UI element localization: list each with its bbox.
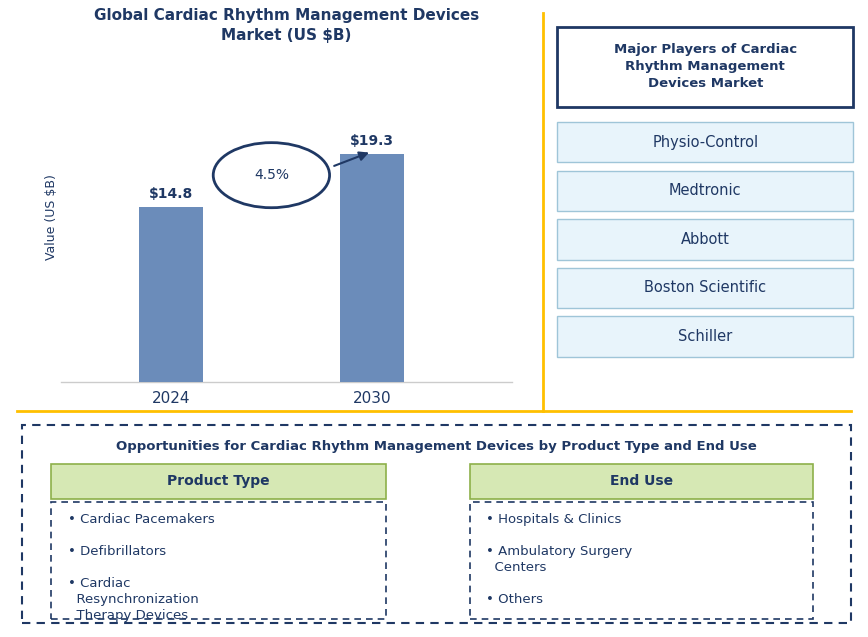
- Text: Major Players of Cardiac
Rhythm Management
Devices Market: Major Players of Cardiac Rhythm Manageme…: [614, 43, 797, 90]
- Text: Physio-Control: Physio-Control: [652, 135, 759, 150]
- Title: Global Cardiac Rhythm Management Devices
Market (US $B): Global Cardiac Rhythm Management Devices…: [94, 8, 479, 43]
- Text: Opportunities for Cardiac Rhythm Management Devices by Product Type and End Use: Opportunities for Cardiac Rhythm Managem…: [115, 440, 757, 453]
- Text: 4.5%: 4.5%: [254, 168, 289, 182]
- FancyBboxPatch shape: [51, 502, 386, 619]
- FancyBboxPatch shape: [557, 317, 853, 357]
- FancyBboxPatch shape: [470, 502, 813, 619]
- Text: Medtronic: Medtronic: [669, 183, 741, 198]
- Text: Source: Lucintel: Source: Lucintel: [326, 426, 446, 438]
- FancyBboxPatch shape: [557, 171, 853, 211]
- Text: $14.8: $14.8: [149, 187, 194, 201]
- Bar: [339, 154, 404, 382]
- FancyBboxPatch shape: [51, 464, 386, 499]
- Text: Abbott: Abbott: [681, 232, 730, 247]
- Y-axis label: Value (US $B): Value (US $B): [45, 174, 58, 259]
- FancyBboxPatch shape: [470, 464, 813, 499]
- FancyBboxPatch shape: [22, 424, 851, 623]
- Text: $19.3: $19.3: [350, 134, 394, 148]
- Text: • Cardiac Pacemakers

• Defibrillators

• Cardiac
  Resynchronization
  Therapy : • Cardiac Pacemakers • Defibrillators • …: [68, 513, 214, 622]
- FancyBboxPatch shape: [557, 219, 853, 259]
- FancyBboxPatch shape: [557, 27, 853, 107]
- Text: Schiller: Schiller: [678, 329, 733, 344]
- Text: Product Type: Product Type: [167, 475, 270, 489]
- Text: Boston Scientific: Boston Scientific: [644, 280, 766, 296]
- Text: • Hospitals & Clinics

• Ambulatory Surgery
  Centers

• Others: • Hospitals & Clinics • Ambulatory Surge…: [486, 513, 633, 606]
- FancyBboxPatch shape: [557, 268, 853, 308]
- Bar: [139, 207, 203, 382]
- Text: End Use: End Use: [610, 475, 673, 489]
- FancyBboxPatch shape: [557, 122, 853, 162]
